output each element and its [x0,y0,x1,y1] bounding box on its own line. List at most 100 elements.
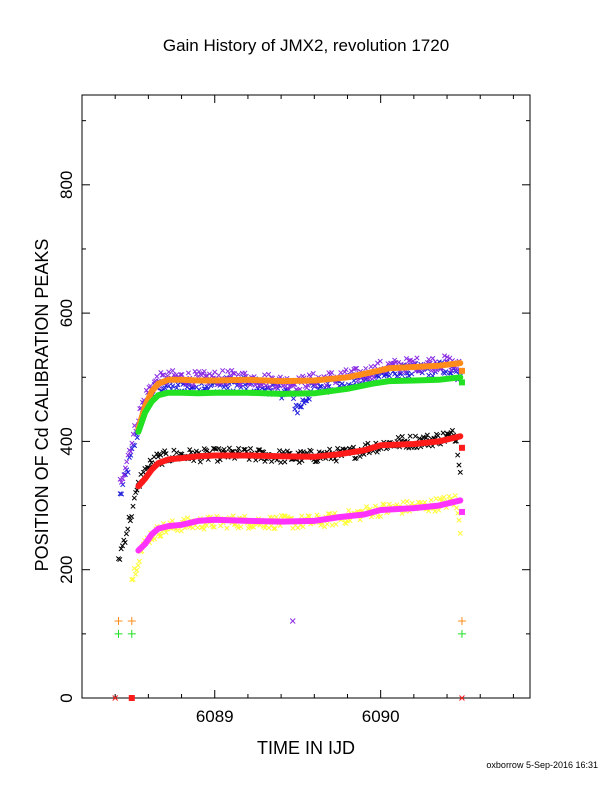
data-point-blue [298,404,304,410]
data-point-blue [317,383,323,390]
data-point-blue [189,384,195,390]
data-point-blue [405,370,411,376]
data-point-purple [220,367,226,374]
y-tick-label: 800 [57,171,76,199]
data-point-purple [310,370,316,376]
data-point-black [125,526,131,532]
data-point-yellow [409,500,415,506]
data-point-black [416,436,422,442]
data-point-yellow [272,525,278,531]
data-point-yellow [157,533,163,539]
data-point-yellow [446,493,452,499]
data-point-purple [354,365,360,371]
data-point-purple [352,365,358,372]
data-point-black [188,449,194,456]
data-point-purple [128,449,134,455]
data-point-yellow [131,565,137,571]
marker-x-red [459,695,465,701]
marker-square-red [128,695,135,701]
data-point-yellow [318,522,324,528]
data-point-black [117,556,123,563]
extra-markers [112,367,466,701]
data-point-purple [185,370,192,376]
data-point-black [204,448,210,454]
data-point-purple [262,372,268,378]
data-point-black [455,452,461,458]
data-point-black [226,445,232,451]
data-point-yellow [242,513,248,519]
x-tick-label: 6090 [362,707,400,726]
data-point-black [457,469,463,475]
data-point-blue [174,385,180,391]
data-point-blue [304,398,310,404]
data-point-yellow [327,511,333,517]
data-point-yellow [152,536,158,542]
data-point-yellow [325,511,331,517]
data-point-purple [390,361,396,367]
data-point-purple [403,355,410,362]
data-point-purple [396,359,402,365]
data-point-blue [132,443,138,449]
data-point-purple [129,440,135,446]
data-point-purple [377,358,383,364]
data-point-blue [409,371,415,377]
data-point-yellow [285,514,291,520]
data-point-blue [384,371,390,377]
data-point-black [352,455,358,462]
data-point-black [241,446,247,453]
data-point-yellow [185,515,191,521]
data-point-blue [339,381,345,387]
data-point-yellow [163,529,169,535]
data-point-purple [338,370,344,376]
data-point-black [121,537,127,543]
data-point-yellow [281,513,287,519]
data-point-yellow [204,522,210,529]
data-point-purple [196,369,202,375]
data-point-purple [441,353,448,359]
data-point-black [362,442,368,448]
data-point-purple [160,372,167,378]
data-point-purple [120,476,126,482]
data-point-yellow [133,571,139,577]
data-point-yellow [271,526,277,532]
data-point-purple [329,370,335,376]
data-point-yellow [250,524,257,530]
data-point-black [255,447,261,453]
data-point-purple [368,364,374,370]
data-point-yellow [178,528,184,534]
data-point-black [177,451,184,457]
data-point-yellow [332,510,338,516]
data-point-purple [147,383,153,389]
data-point-yellow [130,576,136,582]
data-point-black [395,434,401,441]
data-point-yellow [134,567,140,573]
data-point-yellow [404,498,410,504]
data-point-yellow [357,517,363,523]
data-point-yellow [400,499,406,505]
data-point-purple [402,369,408,375]
data-point-purple [192,368,198,375]
data-point-blue [170,383,176,389]
data-point-blue [306,396,312,402]
data-point-blue [125,469,131,475]
data-point-yellow [377,513,383,519]
data-point-black [221,446,227,452]
data-point-purple [158,370,164,376]
data-point-purple [287,383,293,389]
data-point-purple [448,367,454,373]
marker-x-purple [289,618,296,624]
data-point-yellow [248,523,254,529]
marker-square-orange [458,367,465,374]
data-point-black [282,459,288,465]
data-point-purple [212,369,218,375]
data-point-blue [326,384,332,390]
data-point-black [435,433,441,439]
data-point-purple [414,355,420,361]
data-point-purple [323,382,329,388]
data-point-black [146,465,152,471]
data-point-purple [375,360,381,366]
data-point-blue [300,397,306,403]
data-point-blue [118,491,125,497]
y-tick-label: 200 [57,556,76,584]
data-point-blue [426,372,432,378]
